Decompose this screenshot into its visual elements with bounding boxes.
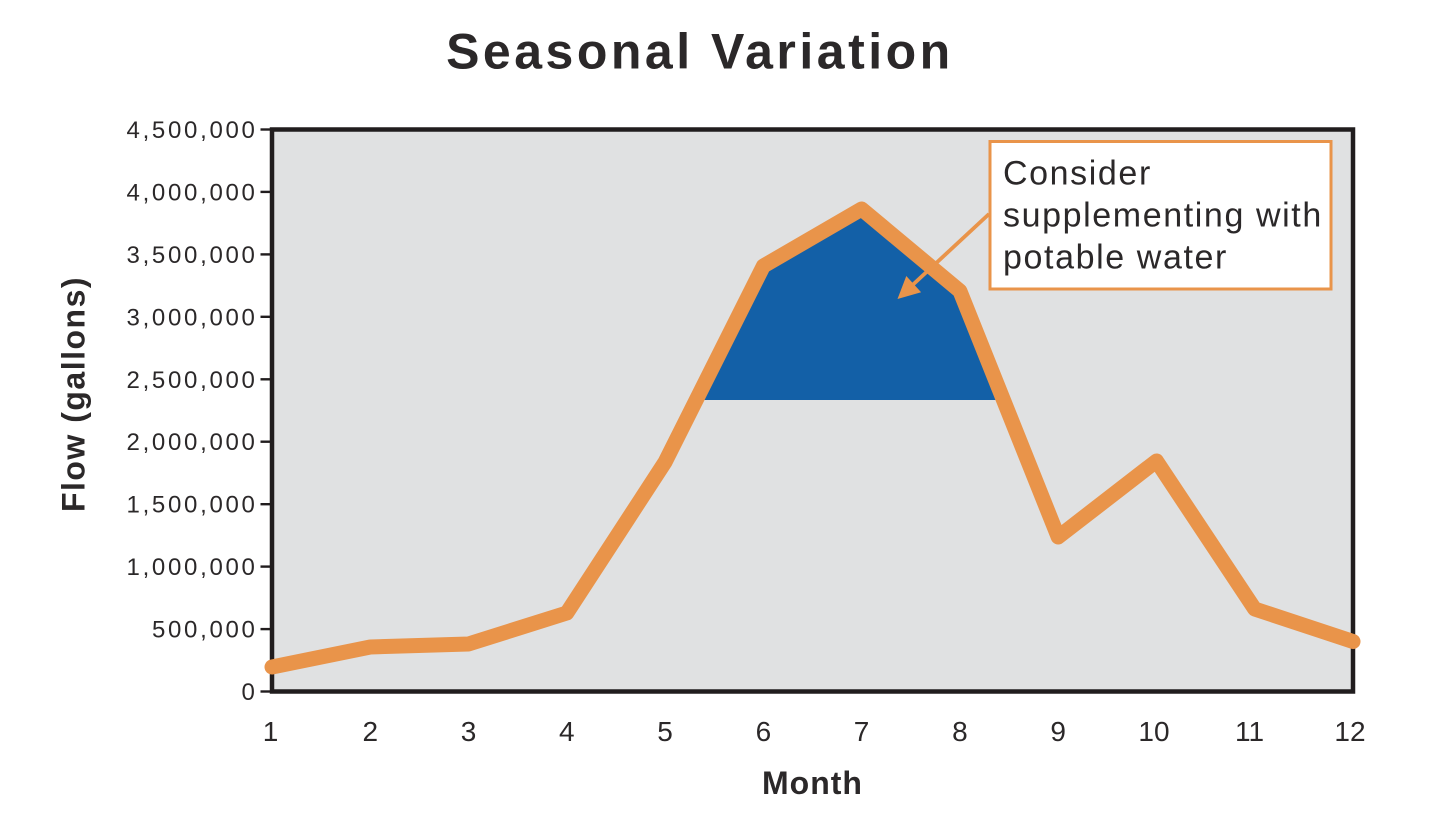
svg-text:2,000,000: 2,000,000 bbox=[127, 429, 258, 456]
svg-text:7: 7 bbox=[854, 716, 870, 747]
svg-text:11: 11 bbox=[1235, 716, 1264, 747]
svg-text:0: 0 bbox=[242, 679, 258, 706]
svg-text:Consider: Consider bbox=[1003, 155, 1152, 193]
svg-text:10: 10 bbox=[1138, 716, 1169, 747]
svg-text:4,000,000: 4,000,000 bbox=[127, 179, 258, 206]
svg-text:Seasonal Variation: Seasonal Variation bbox=[446, 24, 954, 80]
svg-text:3,000,000: 3,000,000 bbox=[127, 304, 258, 331]
svg-text:8: 8 bbox=[952, 716, 968, 747]
svg-text:500,000: 500,000 bbox=[152, 617, 258, 644]
svg-text:potable water: potable water bbox=[1003, 239, 1228, 277]
svg-text:4,500,000: 4,500,000 bbox=[127, 117, 258, 144]
svg-text:2,500,000: 2,500,000 bbox=[127, 367, 258, 394]
svg-text:Flow (gallons): Flow (gallons) bbox=[56, 276, 92, 512]
svg-text:3: 3 bbox=[461, 716, 477, 747]
svg-text:5: 5 bbox=[657, 716, 673, 747]
svg-text:3,500,000: 3,500,000 bbox=[127, 242, 258, 269]
svg-text:12: 12 bbox=[1334, 716, 1365, 747]
svg-text:Month: Month bbox=[762, 765, 863, 801]
svg-text:6: 6 bbox=[756, 716, 772, 747]
svg-text:2: 2 bbox=[363, 716, 379, 747]
svg-text:supplementing with: supplementing with bbox=[1003, 197, 1323, 235]
svg-text:1,000,000: 1,000,000 bbox=[127, 554, 258, 581]
svg-text:4: 4 bbox=[559, 716, 575, 747]
svg-text:1: 1 bbox=[263, 716, 279, 747]
svg-text:9: 9 bbox=[1050, 716, 1066, 747]
svg-text:1,500,000: 1,500,000 bbox=[127, 492, 258, 519]
